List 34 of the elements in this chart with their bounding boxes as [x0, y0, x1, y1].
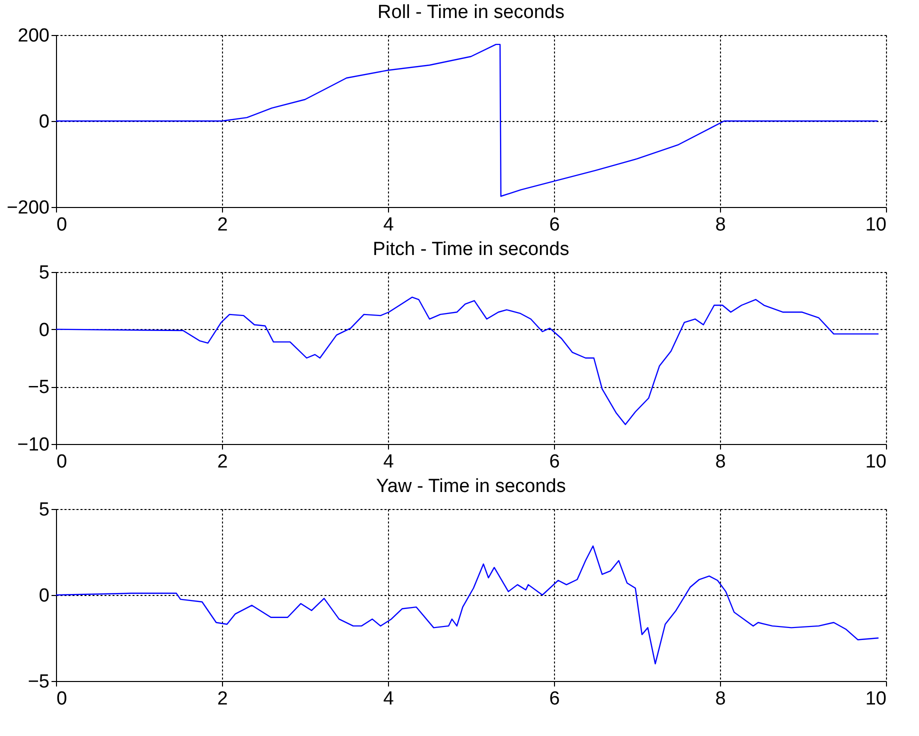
y-tick-label: 0 [38, 320, 50, 341]
x-tick-label: 6 [549, 214, 560, 236]
x-tick-label: 8 [715, 214, 726, 236]
chart-title: Yaw - Time in seconds [376, 476, 566, 497]
line-series [55, 44, 878, 197]
y-tick-label: 0 [38, 586, 50, 606]
x-tick-label: 8 [715, 452, 726, 472]
x-tick-label: 2 [217, 214, 228, 236]
y-tick-label: 0 [38, 112, 50, 132]
x-tick-label: 4 [383, 688, 394, 710]
y-tick-label: 200 [18, 26, 50, 46]
x-tick-label: 10 [865, 214, 886, 236]
y-tick-label: 5 [38, 500, 50, 520]
y-tick-label: 5 [38, 262, 50, 284]
x-tick-label: 0 [56, 214, 68, 236]
x-tick-label: 10 [865, 452, 886, 472]
x-tick-label: 8 [715, 688, 726, 710]
x-tick-label: 10 [865, 688, 886, 710]
x-tick-label: 4 [383, 452, 394, 472]
x-tick-label: 6 [549, 452, 560, 472]
x-tick-label: 0 [56, 452, 68, 472]
x-tick-label: 0 [56, 688, 68, 710]
y-tick-label: −5 [28, 672, 50, 692]
line-series [55, 545, 880, 664]
x-tick-label: 4 [383, 214, 394, 236]
line-series [55, 296, 880, 426]
chart-title: Pitch - Time in seconds [372, 239, 570, 260]
y-tick-label: −10 [17, 434, 50, 456]
y-tick-label: −5 [28, 377, 50, 398]
y-tick-label: −200 [6, 198, 50, 218]
chart-title: Roll - Time in seconds [378, 2, 564, 23]
x-tick-label: 2 [217, 452, 228, 472]
x-tick-label: 2 [217, 688, 228, 710]
x-tick-label: 6 [549, 688, 560, 710]
